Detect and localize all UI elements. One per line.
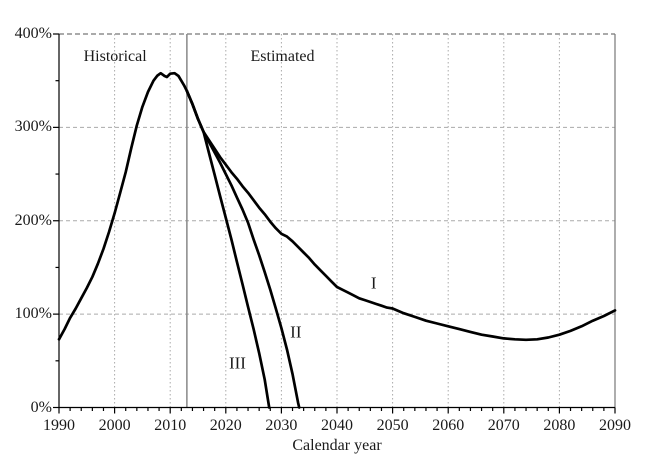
x-axis-title: Calendar year [292, 437, 382, 454]
curve-label-alternative-III: III [228, 353, 246, 373]
x-tick-label: 2010 [154, 417, 187, 434]
y-tick-label: 200% [14, 211, 52, 229]
x-tick-label: 2040 [321, 417, 353, 434]
x-tick-label: 2060 [432, 417, 465, 434]
historical-curve [57, 71, 189, 341]
alternative-III-curve [185, 89, 271, 409]
x-tick-label: 2050 [376, 417, 409, 434]
region-label-historical: Historical [83, 48, 147, 66]
x-tick-label: 2030 [265, 417, 298, 434]
x-tick-label: 1990 [43, 417, 75, 434]
x-tick-label: 2000 [98, 417, 131, 434]
y-tick-label: 400% [14, 25, 52, 42]
x-tick-label: 2070 [487, 417, 520, 434]
alternative-II-curve [185, 89, 301, 409]
y-tick-label: 0% [30, 398, 52, 416]
alternative-I-curve [185, 89, 617, 342]
y-tick-label: 100% [14, 305, 52, 323]
curve-label-alternative-I: I [370, 273, 377, 293]
curve-label-alternative-II: II [290, 322, 302, 342]
x-tick-label: 2080 [543, 417, 576, 434]
x-tick-label: 2020 [209, 417, 242, 434]
y-tick-label: 300% [14, 118, 52, 136]
region-label-estimated: Estimated [250, 48, 315, 66]
x-tick-label: 2090 [599, 417, 631, 434]
